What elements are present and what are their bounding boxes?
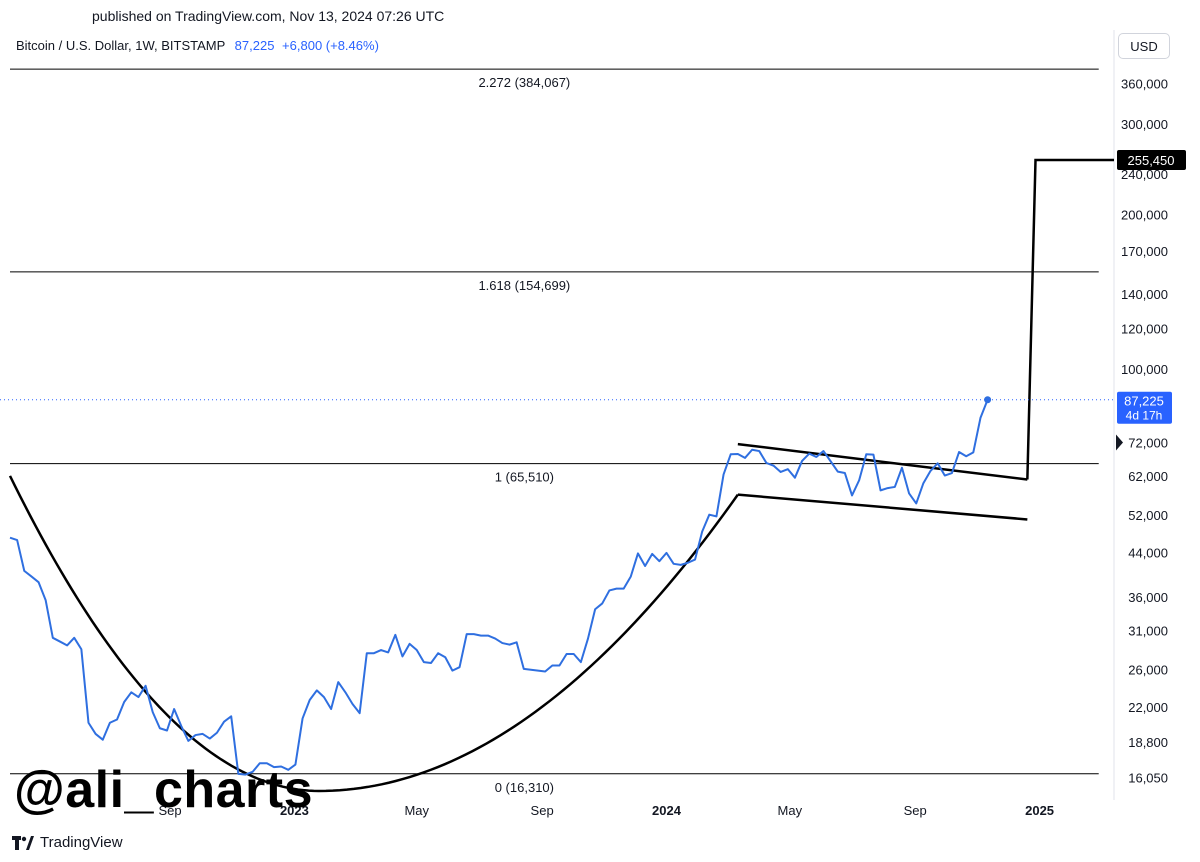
x-tick-label-5: May <box>778 803 803 818</box>
y-tick-label-0: 360,000 <box>1121 77 1168 92</box>
fib-label-0: 2.272 (384,067) <box>478 75 570 90</box>
price-series <box>0 396 1114 776</box>
published-caption: published on TradingView.com, Nov 13, 20… <box>92 8 445 24</box>
fib-label-3: 0 (16,310) <box>495 780 554 795</box>
x-tick-label-1: 2023 <box>280 803 309 818</box>
y-tick-label-3: 200,000 <box>1121 208 1168 223</box>
target-price-badge <box>1117 150 1186 171</box>
btc-price-line <box>9 399 989 776</box>
fib-label-1: 1.618 (154,699) <box>478 278 570 293</box>
handle-upper-line <box>737 442 1028 481</box>
x-tick-label-6: Sep <box>904 803 927 818</box>
symbol-title: Bitcoin / U.S. Dollar, 1W, BITSTAMP <box>16 38 226 53</box>
tradingview-logo-icon <box>12 835 34 850</box>
x-tick-label-3: Sep <box>531 803 554 818</box>
x-tick-label-7: 2025 <box>1025 803 1054 818</box>
x-tick-label-0: Sep <box>158 803 181 818</box>
y-tick-label-17: 16,050 <box>1128 770 1168 785</box>
y-tick-label-15: 22,000 <box>1128 700 1168 715</box>
target-price-badge-text: 255,450 <box>1128 153 1175 168</box>
y-tick-label-1: 300,000 <box>1121 117 1168 132</box>
author-watermark: @ali_charts <box>14 761 314 819</box>
axis-chevron-icon <box>1116 434 1123 451</box>
y-tick-label-4: 170,000 <box>1121 244 1168 259</box>
fib-label-2: 1 (65,510) <box>495 470 554 485</box>
current-price-badge-countdown: 4d 17h <box>1126 409 1163 423</box>
x-tick-label-2: May <box>404 803 429 818</box>
tradingview-logo-text: TradingView <box>40 834 123 851</box>
price-axis[interactable]: 360,000 300,000 240,000 200,000 170,000 140,0… <box>1121 77 1168 786</box>
current-price-badge-value: 87,225 <box>1124 394 1164 409</box>
y-tick-label-13: 31,000 <box>1128 624 1168 639</box>
legend-change: +6,800 (+8.46%) <box>282 38 379 53</box>
symbol-legend[interactable]: Bitcoin / U.S. Dollar, 1W, BITSTAMP 87,2… <box>16 38 379 53</box>
y-tick-label-11: 44,000 <box>1128 545 1168 560</box>
last-price-dot <box>984 396 992 404</box>
current-price-badge <box>1117 391 1172 424</box>
y-tick-label-14: 26,000 <box>1128 663 1168 678</box>
tradingview-logo[interactable]: TradingView <box>12 834 123 851</box>
y-tick-label-8: 72,000 <box>1128 436 1168 451</box>
y-tick-label-16: 18,800 <box>1128 735 1168 750</box>
y-tick-label-5: 140,000 <box>1121 287 1168 302</box>
pattern-drawings <box>8 158 1114 793</box>
handle-lower-line <box>737 493 1028 521</box>
x-tick-label-4: 2024 <box>652 803 682 818</box>
y-tick-label-2: 240,000 <box>1121 167 1168 182</box>
y-tick-label-9: 62,000 <box>1128 469 1168 484</box>
y-tick-label-10: 52,000 <box>1128 508 1168 523</box>
legend-price: 87,225 <box>234 38 275 53</box>
y-tick-label-7: 100,000 <box>1121 362 1168 377</box>
cup-curve <box>8 475 739 793</box>
y-tick-label-6: 120,000 <box>1121 322 1168 337</box>
fib-levels: 2.272 (384,067) 1.618 (154,699) 1 (65,510)… <box>10 68 1099 795</box>
y-tick-label-12: 36,000 <box>1128 590 1168 605</box>
currency-button[interactable]: USD <box>1118 33 1170 59</box>
time-axis: Sep 2023 May Sep 2024 May Sep 2025 <box>158 803 1054 818</box>
target-projection <box>1026 158 1114 480</box>
